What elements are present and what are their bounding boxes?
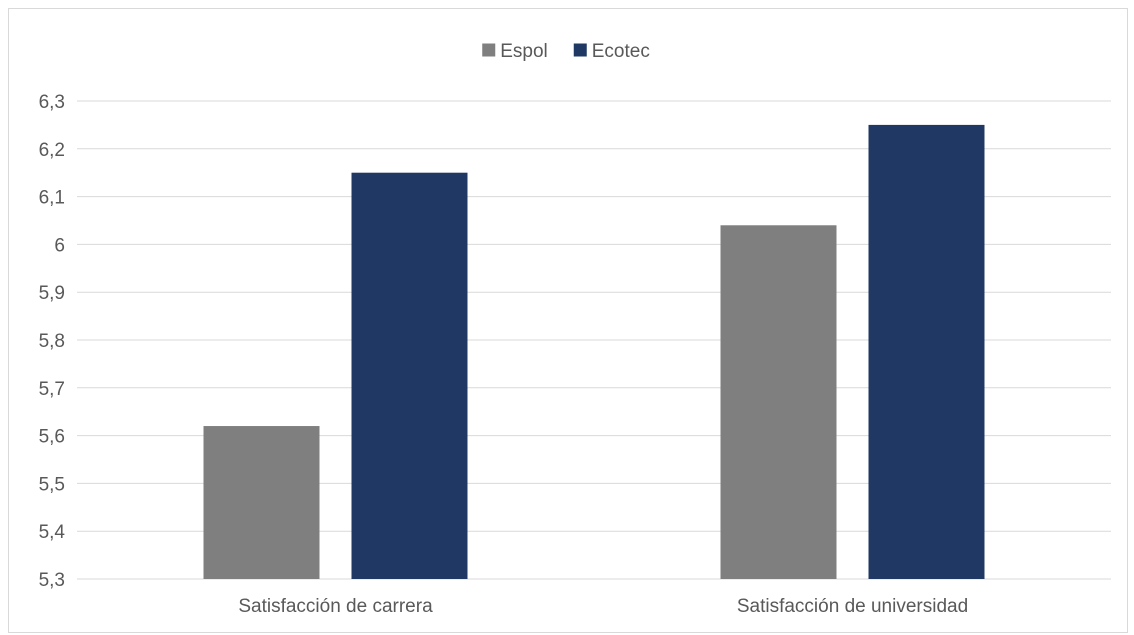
y-axis-ticks: 5,3 5,4 5,5 5,6 5,7 5,8 5,9 6 6,1 6,2 6,3: [39, 92, 66, 591]
bars: [203, 124, 985, 580]
y-tick-label: 6: [54, 235, 65, 256]
bar-ecotec-2: [868, 124, 985, 580]
legend-swatch-ecotec: [573, 43, 587, 57]
x-tick-label: Satisfacción de universidad: [737, 596, 968, 617]
bar-espol-2: [720, 225, 837, 579]
y-tick-label: 6,3: [39, 92, 65, 113]
y-tick-label: 5,6: [39, 427, 65, 448]
y-tick-label: 5,7: [39, 379, 65, 400]
x-tick-label: Satisfacción de carrera: [238, 596, 433, 617]
bar-ecotec-1: [351, 172, 468, 579]
legend: Espol Ecotec: [482, 41, 650, 62]
chart-frame: 5,3 5,4 5,5 5,6 5,7 5,8 5,9 6 6,1 6,2 6,3 Satisfac…: [8, 8, 1128, 633]
y-tick-label: 6,2: [39, 140, 65, 161]
y-tick-label: 6,1: [39, 188, 65, 209]
y-tick-label: 5,4: [39, 522, 66, 543]
y-tick-label: 5,3: [39, 570, 65, 591]
y-tick-label: 5,8: [39, 331, 65, 352]
legend-swatch-espol: [482, 43, 496, 57]
y-tick-label: 5,5: [39, 474, 65, 495]
legend-label-ecotec: Ecotec: [592, 41, 650, 62]
bar-chart: 5,3 5,4 5,5 5,6 5,7 5,8 5,9 6 6,1 6,2 6,3 Satisfac…: [39, 41, 1111, 617]
legend-label-espol: Espol: [500, 41, 548, 62]
y-tick-label: 5,9: [39, 283, 65, 304]
x-axis-ticks: Satisfacción de carrera Satisfacción de u…: [238, 596, 968, 617]
bar-espol-1: [203, 426, 320, 579]
